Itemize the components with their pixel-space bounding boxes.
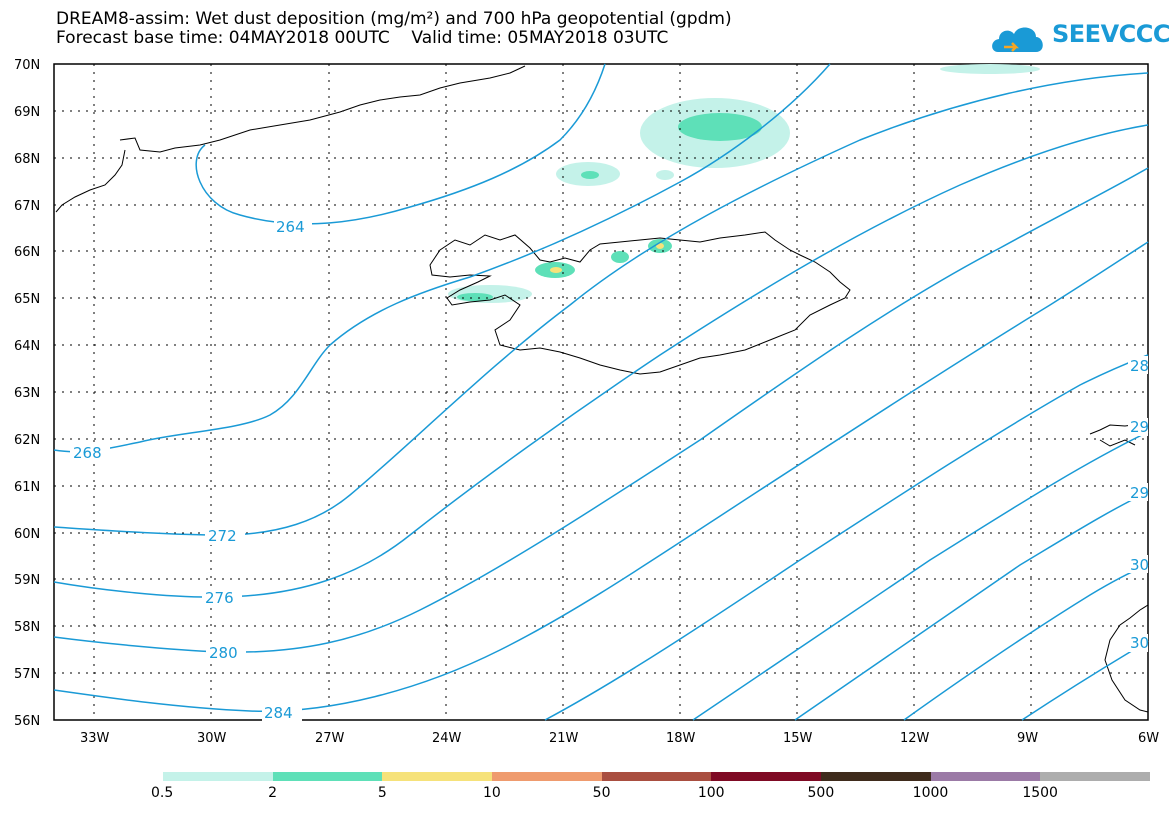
lon-label: 18W	[666, 731, 696, 746]
longitude-labels: 33W 30W 27W 24W 21W 18W 15W 12W 9W 6W	[80, 731, 1159, 746]
contour-label: 272	[208, 527, 237, 545]
lat-label: 70N	[14, 58, 40, 73]
lat-label: 69N	[14, 105, 40, 120]
lat-label: 61N	[14, 480, 40, 495]
lat-label: 67N	[14, 199, 40, 214]
contour-label: 264	[276, 218, 305, 236]
legend-label: 2	[268, 785, 278, 801]
lat-label: 62N	[14, 433, 40, 448]
lat-label: 65N	[14, 292, 40, 307]
legend-swatch	[711, 772, 822, 781]
legend-swatch	[601, 772, 712, 781]
lon-label: 6W	[1138, 731, 1159, 746]
lat-label: 57N	[14, 667, 40, 682]
lat-label: 68N	[14, 152, 40, 167]
legend-swatch	[492, 772, 602, 781]
lon-label: 30W	[197, 731, 227, 746]
legend-colorbar	[163, 772, 1151, 781]
lon-label: 9W	[1017, 731, 1038, 746]
legend-label: 1500	[1022, 785, 1058, 801]
legend-swatch	[1040, 772, 1151, 781]
legend-swatch	[163, 772, 273, 781]
cloud-logo-icon	[992, 27, 1043, 52]
contour-label: 276	[205, 589, 234, 607]
lon-label: 27W	[315, 731, 345, 746]
legend-label: 10	[483, 785, 501, 801]
contour-label: 268	[73, 444, 102, 462]
legend-label: 500	[807, 785, 835, 801]
lon-label: 15W	[783, 731, 813, 746]
lon-label: 12W	[900, 731, 930, 746]
map-gridlines	[54, 64, 1148, 720]
logo-text: SEEVCCC	[1052, 20, 1171, 48]
lat-label: 66N	[14, 245, 40, 260]
legend-label: 1000	[912, 785, 949, 801]
coastlines	[55, 65, 1149, 713]
contour-label: 30	[1130, 556, 1149, 574]
contour-labels: 264 268 272 276 280 284 28 29 29 30 30	[70, 218, 1149, 722]
chart-subtitle: Forecast base time: 04MAY2018 00UTC Vali…	[56, 28, 669, 48]
contour-label: 280	[209, 644, 238, 662]
legend-label: 100	[697, 785, 725, 801]
lat-label: 60N	[14, 527, 40, 542]
lat-label: 59N	[14, 573, 40, 588]
lon-label: 33W	[80, 731, 110, 746]
legend-swatch	[821, 772, 931, 781]
contour-label: 29	[1130, 418, 1149, 436]
lat-label: 63N	[14, 386, 40, 401]
contour-label: 284	[264, 704, 293, 722]
legend-swatch	[930, 772, 1041, 781]
lon-label: 24W	[432, 731, 462, 746]
latitude-labels: 70N 69N 68N 67N 66N 65N 64N 63N 62N 61N …	[14, 58, 40, 729]
contour-label: 29	[1130, 484, 1149, 502]
legend-label: 50	[592, 785, 611, 801]
contour-label: 30	[1130, 634, 1149, 652]
legend-label: 5	[377, 785, 387, 801]
legend-swatch	[382, 772, 493, 781]
legend-label: 0.5	[151, 785, 174, 801]
contour-label: 28	[1130, 357, 1149, 375]
legend-swatch	[272, 772, 383, 781]
lat-label: 58N	[14, 620, 40, 635]
lat-label: 56N	[14, 714, 40, 729]
lon-label: 21W	[549, 731, 579, 746]
lat-label: 64N	[14, 339, 40, 354]
chart-title: DREAM8-assim: Wet dust deposition (mg/m²…	[56, 9, 732, 29]
dust-deposition-areas	[448, 64, 1040, 303]
